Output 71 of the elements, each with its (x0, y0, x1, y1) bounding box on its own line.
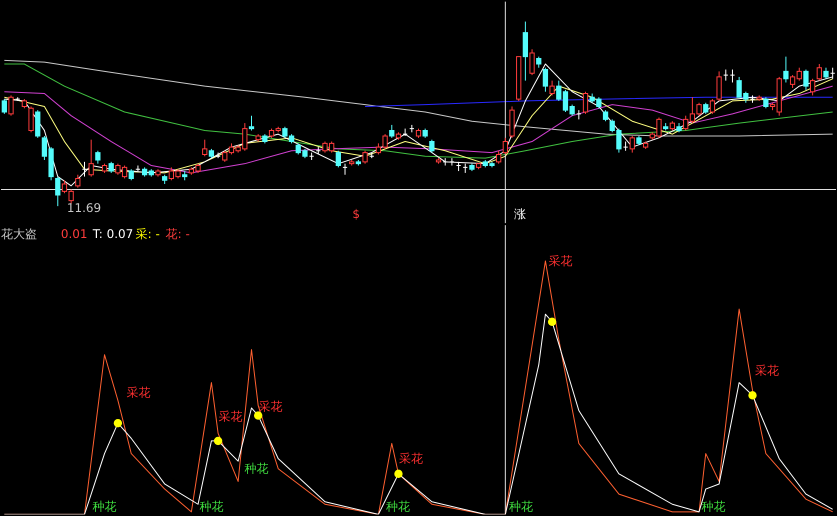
point (254, 411, 262, 420)
candlestick (88, 139, 94, 178)
annotation: 11.69 (66, 201, 102, 216)
annotation: 种花 (244, 461, 268, 476)
candlestick (22, 98, 28, 109)
candlestick (108, 161, 114, 174)
candlestick (28, 106, 34, 133)
annotation: 种花 (386, 499, 410, 514)
candlestick (710, 98, 716, 114)
candlestick (429, 139, 434, 154)
candlestick (182, 170, 188, 181)
annotation: 种花 (92, 499, 117, 514)
candlestick (422, 128, 428, 138)
candlestick (496, 150, 502, 164)
candlestick (502, 137, 508, 155)
text: T: 0.07 (92, 227, 134, 242)
annotation: 采花 (548, 254, 573, 268)
candlestick (262, 134, 268, 144)
candlestick (8, 94, 14, 116)
candlestick (522, 21, 528, 82)
candlestick (75, 174, 80, 188)
candlestick (630, 135, 635, 154)
point (394, 470, 403, 478)
point (114, 419, 122, 428)
point (214, 436, 222, 446)
annotation: 种花 (199, 499, 224, 514)
candlestick (810, 78, 816, 96)
annotation: 采花 (218, 410, 242, 424)
candlestick (716, 70, 722, 102)
candlestick (55, 176, 60, 207)
chart-title: 花大盗 (1, 227, 37, 242)
candlestick (2, 98, 7, 114)
annotation: 采花 (126, 386, 151, 400)
text: $ (352, 207, 360, 222)
candlestick (783, 56, 789, 83)
annotation: 种花 (701, 499, 726, 514)
annotation: 采花 (399, 452, 424, 466)
candlestick (128, 168, 134, 181)
candlestick (102, 163, 108, 174)
point (748, 391, 757, 400)
candlestick (703, 102, 708, 114)
candlestick (676, 122, 682, 133)
candlestick (416, 128, 422, 138)
candlestick (803, 69, 809, 90)
candlestick (389, 124, 394, 138)
candlestick (542, 67, 548, 92)
annotation: 采花 (258, 400, 282, 414)
candlestick (336, 150, 341, 168)
text: 花: - (166, 227, 190, 242)
text: 采: - (136, 227, 160, 242)
annotation: 采花 (755, 364, 780, 378)
candlestick (670, 120, 675, 131)
annotation: 种花 (508, 499, 533, 514)
candlestick (529, 48, 535, 76)
candlestick (636, 135, 642, 146)
text: 0.01 (60, 227, 88, 242)
candlestick (35, 110, 40, 138)
candlestick (816, 64, 822, 82)
text: 涨 (514, 207, 526, 222)
candlestick (362, 150, 368, 164)
candlestick (549, 80, 555, 96)
candlestick (162, 174, 168, 184)
candlestick (95, 150, 100, 164)
candlestick (582, 91, 588, 114)
point (548, 318, 556, 326)
candlestick (536, 56, 542, 68)
candlestick (202, 139, 208, 157)
candlestick (602, 110, 608, 122)
candlestick (823, 67, 829, 80)
candlestick (763, 96, 768, 109)
candlestick (208, 148, 214, 159)
